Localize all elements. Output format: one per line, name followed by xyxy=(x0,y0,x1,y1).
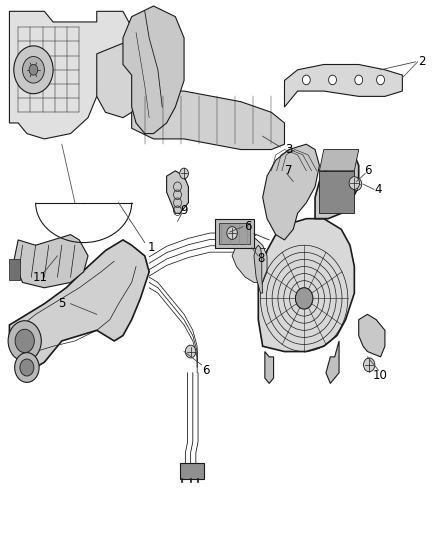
Polygon shape xyxy=(319,150,359,171)
FancyBboxPatch shape xyxy=(215,219,254,248)
Text: 1: 1 xyxy=(148,241,155,254)
Polygon shape xyxy=(10,240,149,368)
Text: 10: 10 xyxy=(373,369,388,382)
Circle shape xyxy=(8,321,41,361)
Circle shape xyxy=(185,345,196,358)
Polygon shape xyxy=(14,235,88,288)
Circle shape xyxy=(295,288,313,309)
Text: 4: 4 xyxy=(374,183,382,196)
Polygon shape xyxy=(315,155,359,219)
Circle shape xyxy=(20,359,34,376)
Circle shape xyxy=(227,227,237,239)
Circle shape xyxy=(14,353,39,382)
FancyBboxPatch shape xyxy=(219,223,250,244)
Polygon shape xyxy=(166,171,188,213)
Circle shape xyxy=(22,56,44,83)
Circle shape xyxy=(328,75,336,85)
Circle shape xyxy=(351,177,362,190)
Polygon shape xyxy=(263,144,319,240)
Circle shape xyxy=(29,64,38,75)
Text: 5: 5 xyxy=(58,297,66,310)
Text: 6: 6 xyxy=(244,220,251,233)
Text: 9: 9 xyxy=(180,204,188,217)
Polygon shape xyxy=(254,245,263,293)
Polygon shape xyxy=(258,219,354,352)
Text: 11: 11 xyxy=(32,271,47,284)
Circle shape xyxy=(349,176,360,189)
Text: 3: 3 xyxy=(285,143,293,156)
Polygon shape xyxy=(123,6,184,134)
Circle shape xyxy=(180,168,188,179)
Text: 6: 6 xyxy=(202,364,210,377)
Polygon shape xyxy=(326,341,339,383)
Polygon shape xyxy=(232,237,267,282)
Circle shape xyxy=(364,358,375,372)
Polygon shape xyxy=(285,64,403,107)
Text: 8: 8 xyxy=(257,252,264,265)
Polygon shape xyxy=(97,43,141,118)
Polygon shape xyxy=(10,11,132,139)
Text: 6: 6 xyxy=(364,164,371,177)
Polygon shape xyxy=(359,314,385,357)
Circle shape xyxy=(15,329,34,353)
Circle shape xyxy=(302,75,310,85)
Circle shape xyxy=(355,75,363,85)
Polygon shape xyxy=(265,352,274,383)
FancyBboxPatch shape xyxy=(180,463,204,479)
FancyBboxPatch shape xyxy=(10,259,20,280)
Circle shape xyxy=(377,75,385,85)
Text: 2: 2 xyxy=(418,55,426,68)
Text: 7: 7 xyxy=(285,164,293,177)
Polygon shape xyxy=(132,91,285,150)
FancyBboxPatch shape xyxy=(319,171,354,213)
Circle shape xyxy=(14,46,53,94)
